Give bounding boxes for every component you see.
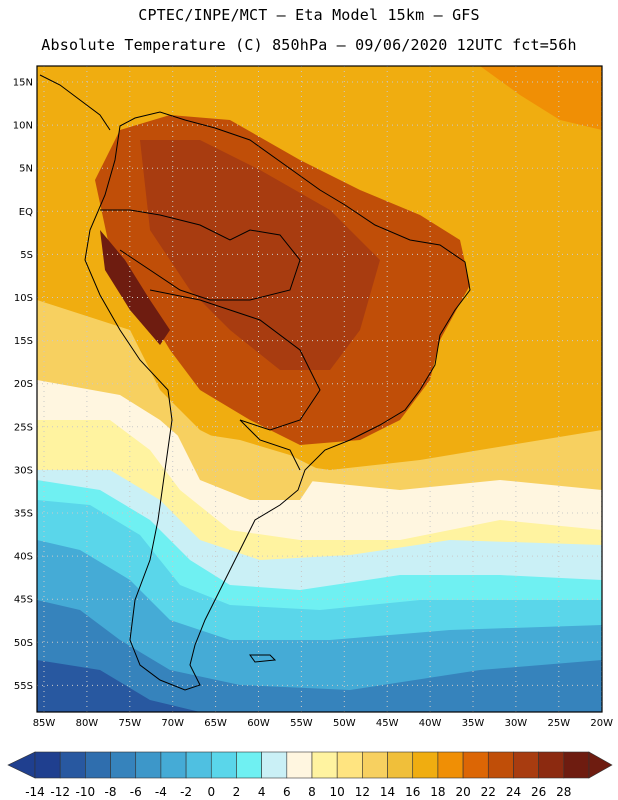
falklands-outline xyxy=(249,654,277,663)
colorbar-swatch xyxy=(210,751,237,779)
colorbar-swatch xyxy=(185,751,212,779)
colorbar-label: 10 xyxy=(330,785,345,799)
field-band-12-south xyxy=(175,430,320,500)
colorbar-label: -6 xyxy=(130,785,142,799)
colorbar-label: 24 xyxy=(506,785,521,799)
border-lines-north xyxy=(100,209,301,301)
lat-tick-label: 50S xyxy=(14,638,33,649)
lat-tick-label: EQ xyxy=(19,207,33,218)
colorbar-swatch xyxy=(462,751,489,779)
colorbar-label: 12 xyxy=(355,785,370,799)
colorbar-label: -8 xyxy=(105,785,117,799)
lat-tick-label: 20S xyxy=(14,379,33,390)
colorbar-label: 14 xyxy=(380,785,395,799)
map-title: CPTEC/INPE/MCT – Eta Model 15km – GFS xyxy=(138,6,480,24)
colorbar-label: 22 xyxy=(481,785,496,799)
colorbar-swatch xyxy=(286,751,313,779)
colorbar-label: -14 xyxy=(25,785,45,799)
colorbar-label: 6 xyxy=(283,785,291,799)
colorbar-swatch xyxy=(261,751,288,779)
colorbar-swatch xyxy=(412,751,439,779)
lat-tick-label: 5S xyxy=(20,250,33,261)
colorbar-label: 20 xyxy=(455,785,470,799)
lon-tick-label: 85W xyxy=(33,718,56,729)
lat-tick-label: 45S xyxy=(14,595,33,606)
lon-tick-label: 40W xyxy=(419,718,442,729)
colorbar: -14 -12 -10 -8 -6 -4 -2 0 2 4 6 8 10 12 14 16 18 20 22 24 26… xyxy=(7,751,613,799)
colorbar-swatch xyxy=(236,751,262,779)
colorbar-swatch xyxy=(362,751,388,779)
lon-tick-label: 25W xyxy=(547,718,570,729)
colorbar-label: 26 xyxy=(531,785,546,799)
colorbar-label: -4 xyxy=(155,785,167,799)
colorbar-swatch xyxy=(513,751,539,779)
colorbar-swatch xyxy=(387,751,414,779)
map-frame xyxy=(36,65,603,713)
lat-tick-label: 25S xyxy=(14,422,33,433)
colorbar-label: -12 xyxy=(50,785,70,799)
colorbar-label: -2 xyxy=(180,785,192,799)
lat-tick-label: 10N xyxy=(13,121,33,132)
colorbar-label: 18 xyxy=(430,785,445,799)
south-america-outline xyxy=(84,111,471,691)
latitude-labels: 15N 10N 5N EQ 5S 10S 15S 20S 25S 30S 35S 40S 45S 50S 5… xyxy=(13,78,33,692)
lat-tick-label: 55S xyxy=(14,681,33,692)
lat-tick-label: 40S xyxy=(14,552,33,563)
lon-tick-label: 30W xyxy=(505,718,528,729)
field-band-minus8 xyxy=(37,600,602,712)
colorbar-swatch xyxy=(110,751,137,779)
field-band-28-andes xyxy=(100,230,170,345)
lon-tick-label: 65W xyxy=(204,718,227,729)
map-field xyxy=(37,66,602,712)
lon-tick-label: 45W xyxy=(376,718,399,729)
colorbar-swatch xyxy=(59,751,86,779)
colorbar-label: 4 xyxy=(258,785,266,799)
colorbar-swatch xyxy=(487,751,514,779)
colorbar-label: 8 xyxy=(308,785,316,799)
coastline xyxy=(39,74,471,691)
lon-tick-label: 55W xyxy=(290,718,313,729)
colorbar-swatch xyxy=(563,751,590,779)
colorbar-left-arrow xyxy=(7,751,36,779)
colorbar-swatch xyxy=(135,751,162,779)
colorbar-label: 2 xyxy=(233,785,241,799)
field-band-18-ne xyxy=(480,66,602,130)
lat-tick-label: 30S xyxy=(14,465,33,476)
colorbar-label: 28 xyxy=(556,785,571,799)
lat-tick-label: 10S xyxy=(14,293,33,304)
border-lines-south xyxy=(239,419,301,471)
graticule xyxy=(37,66,603,712)
lon-tick-label: 75W xyxy=(118,718,141,729)
map-subtitle: Absolute Temperature (C) 850hPa – 09/06/… xyxy=(41,36,577,54)
central-america-outline xyxy=(39,74,111,131)
colorbar-swatch xyxy=(437,751,464,779)
lon-tick-label: 20W xyxy=(590,718,613,729)
colorbar-label: -10 xyxy=(76,785,96,799)
colorbar-label: 16 xyxy=(405,785,420,799)
lat-tick-label: 15S xyxy=(14,336,33,347)
colorbar-swatch xyxy=(538,751,565,779)
lat-tick-label: 15N xyxy=(13,78,33,89)
lon-tick-label: 80W xyxy=(76,718,99,729)
lon-tick-label: 60W xyxy=(247,718,270,729)
colorbar-swatch xyxy=(336,751,363,779)
colorbar-swatch xyxy=(160,751,187,779)
colorbar-swatch xyxy=(311,751,338,779)
lon-tick-label: 35W xyxy=(462,718,485,729)
colorbar-swatch xyxy=(85,751,111,779)
field-band-24-land xyxy=(140,140,380,370)
lat-tick-label: 5N xyxy=(19,164,33,175)
lat-tick-label: 35S xyxy=(14,509,33,520)
colorbar-label: 0 xyxy=(207,785,215,799)
lon-tick-label: 50W xyxy=(333,718,356,729)
colorbar-right-arrow xyxy=(588,751,613,779)
longitude-labels: 85W 80W 75W 70W 65W 60W 55W 50W 45W 40W 35W 30W 25W 2… xyxy=(33,718,613,729)
colorbar-swatch xyxy=(34,751,61,779)
border-lines-central xyxy=(149,289,321,431)
field-band-minus10 xyxy=(37,660,200,712)
lon-tick-label: 70W xyxy=(161,718,184,729)
field-band-minus4 xyxy=(37,540,602,712)
